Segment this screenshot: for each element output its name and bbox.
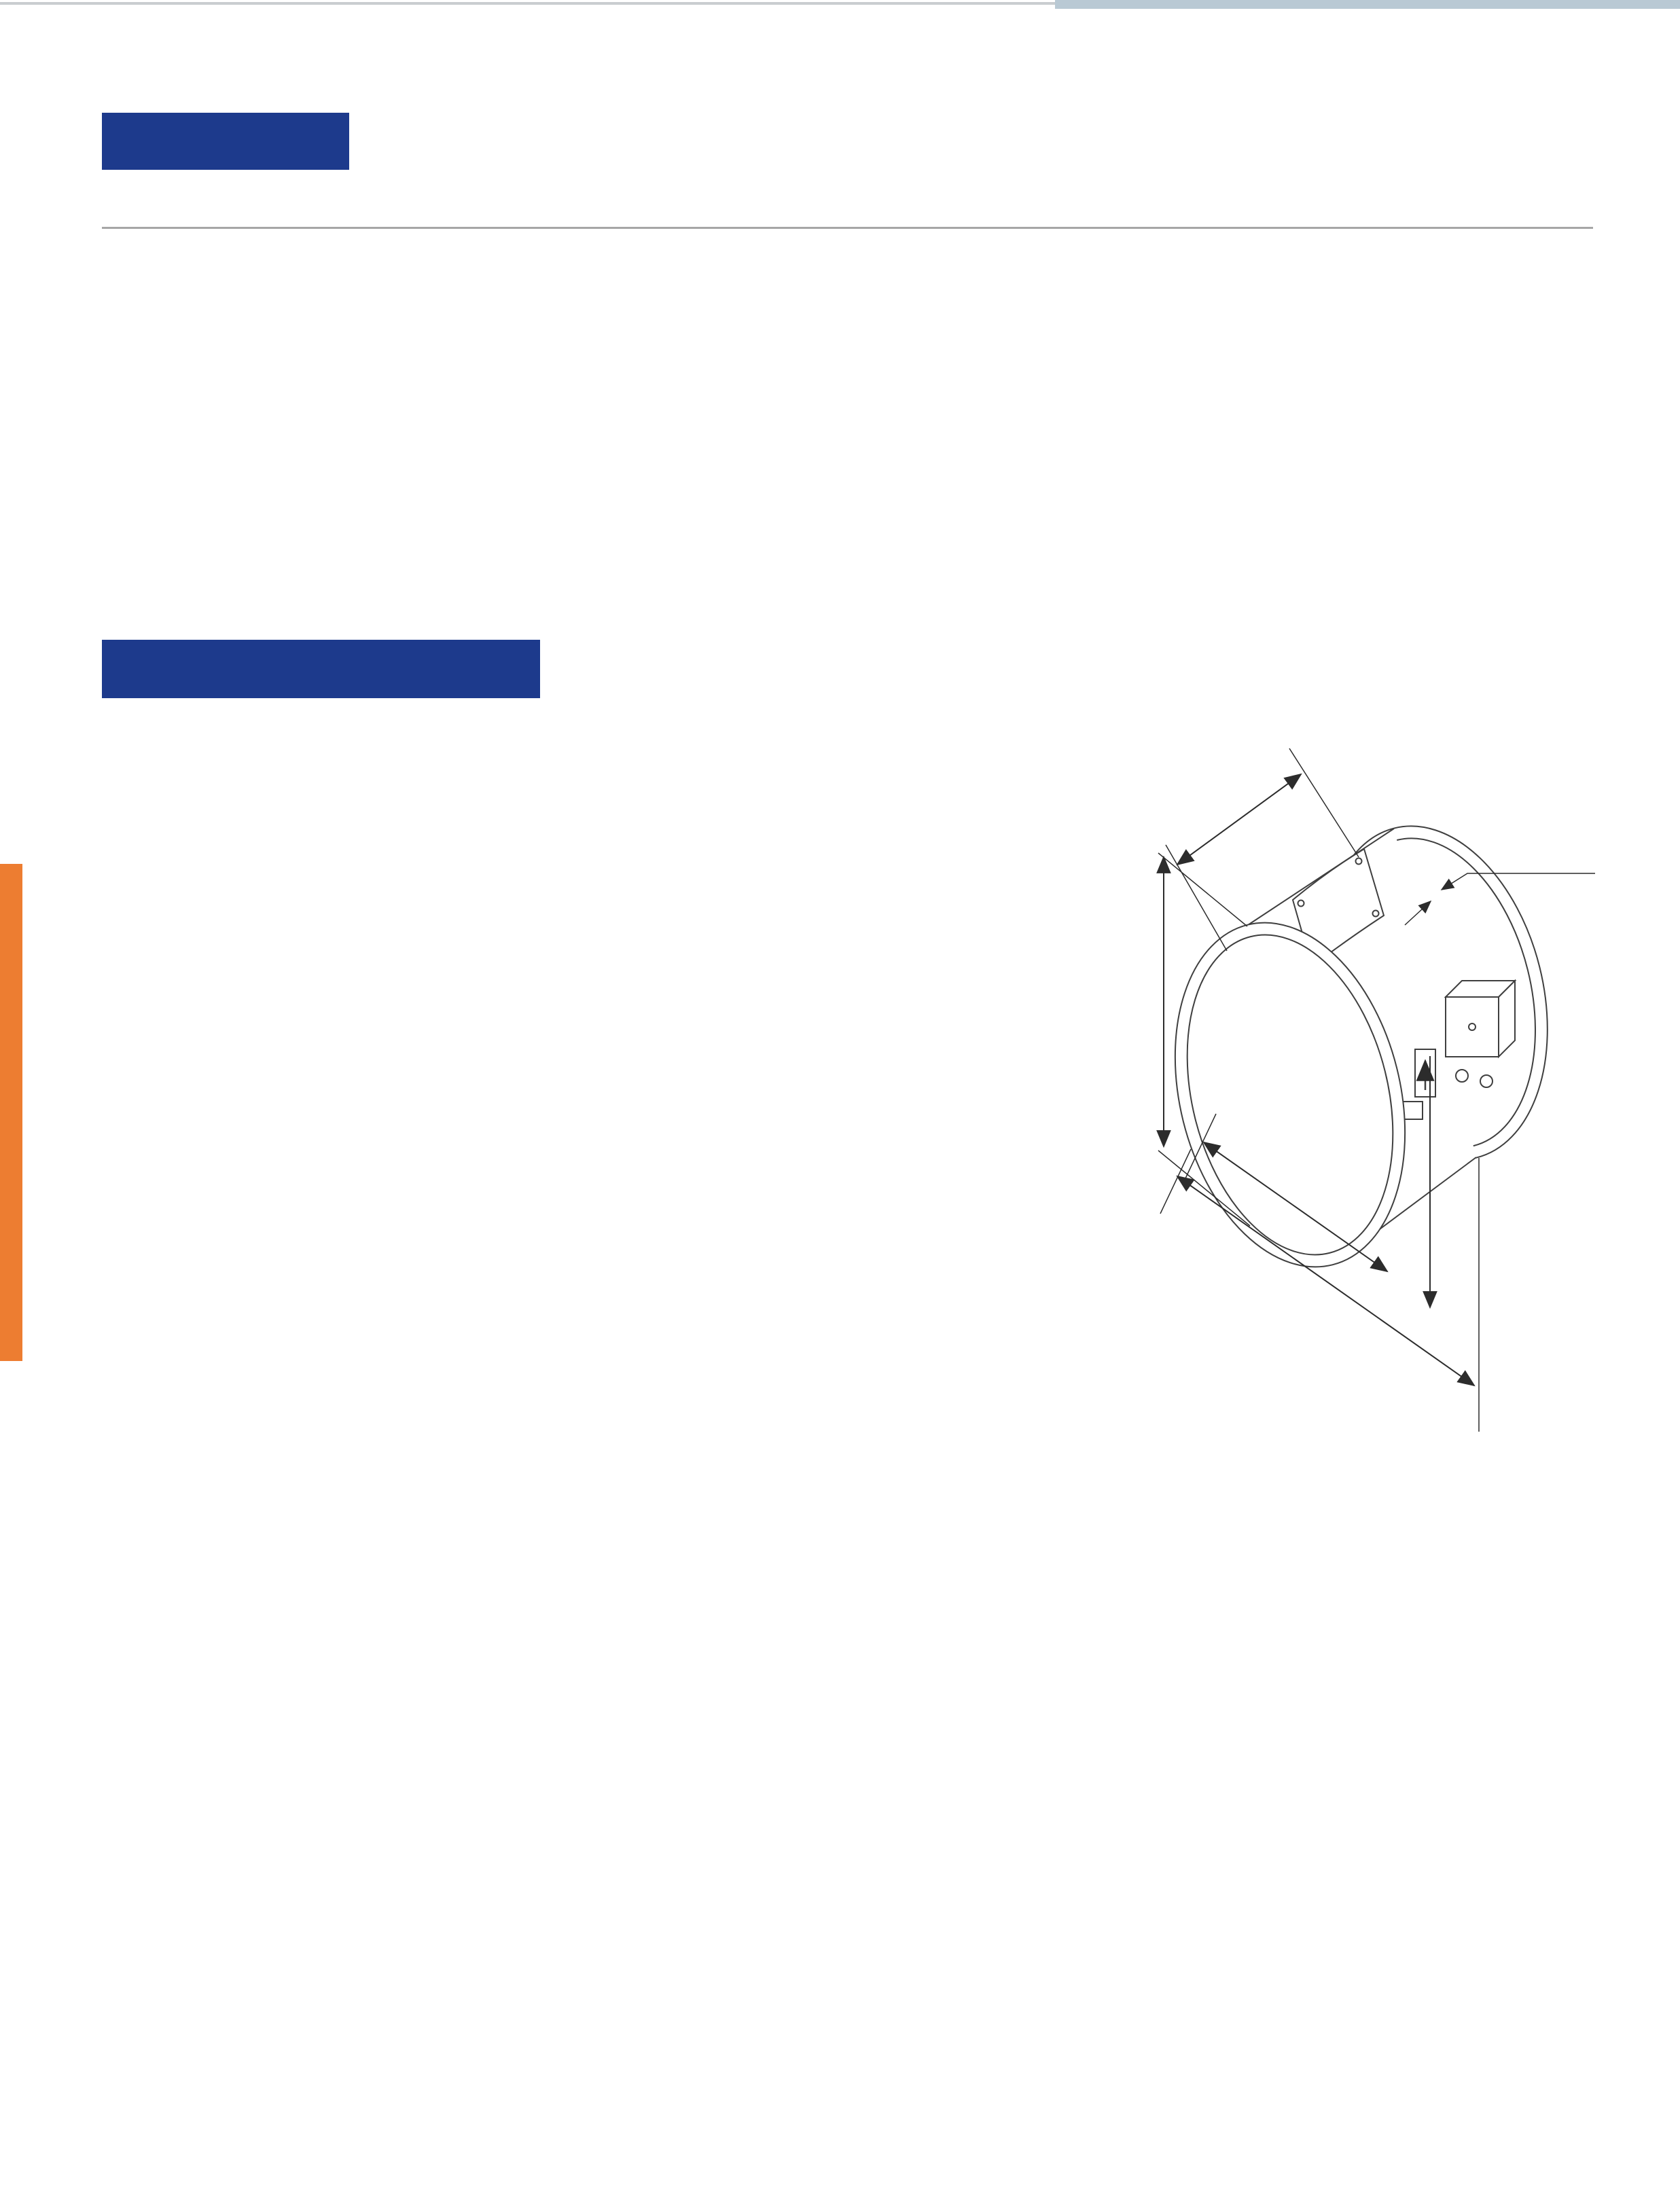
fan-isometric-art	[1174, 825, 1548, 1268]
side-tab-bar	[0, 864, 22, 1361]
page-top-accent-bar	[1055, 0, 1680, 9]
fan-dimension-drawing	[1156, 748, 1595, 1432]
pressure-chart	[0, 679, 1087, 1664]
dimension-lines	[1156, 748, 1595, 1432]
power-chart	[0, 1671, 1087, 2119]
section-title-technical-data	[102, 113, 349, 170]
fan-terminal-box	[1444, 979, 1517, 1088]
technical-data-table	[102, 227, 1593, 229]
section-title-aerodynamic	[102, 640, 540, 698]
page-top-rule	[0, 2, 1055, 5]
